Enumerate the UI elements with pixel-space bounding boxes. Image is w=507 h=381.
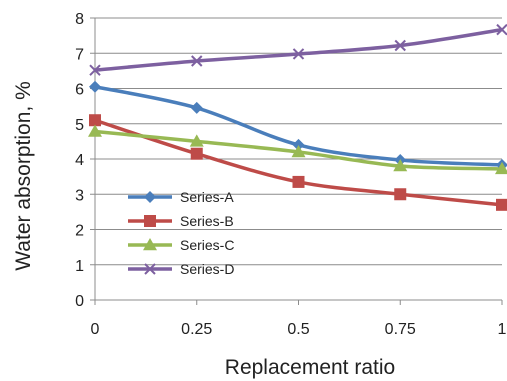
x-tick-label: 0.75 bbox=[385, 321, 416, 338]
y-tick-label: 3 bbox=[75, 187, 84, 204]
y-tick-label: 1 bbox=[75, 258, 84, 275]
legend-label: Series-A bbox=[180, 189, 234, 205]
x-marker-stroke bbox=[191, 55, 203, 67]
x-marker bbox=[496, 23, 507, 36]
x-marker bbox=[292, 48, 305, 60]
x-tick-label: 0 bbox=[91, 321, 100, 338]
legend-label: Series-B bbox=[180, 213, 234, 229]
legend-label: Series-C bbox=[180, 237, 234, 253]
x-marker bbox=[89, 64, 101, 76]
x-marker bbox=[394, 39, 406, 52]
legend-item: Series-B bbox=[128, 213, 234, 229]
diamond-marker bbox=[144, 191, 156, 203]
y-tick-label: 4 bbox=[75, 152, 84, 169]
legend: Series-A Series-B Series-C Series-D bbox=[128, 189, 234, 277]
x-tick-labels: 0 0.25 0.5 0.75 1 bbox=[91, 321, 507, 338]
y-tick-label: 7 bbox=[75, 46, 84, 63]
gridlines bbox=[95, 17, 502, 266]
triangle-marker bbox=[393, 159, 408, 172]
triangle-marker bbox=[291, 144, 306, 158]
y-tick-label: 2 bbox=[75, 223, 84, 240]
square-marker bbox=[394, 188, 407, 201]
x-marker-stroke bbox=[292, 48, 305, 60]
triangle-marker bbox=[495, 161, 507, 175]
series-markers bbox=[88, 23, 507, 211]
y-tick-labels: 0 1 2 3 4 5 6 7 8 bbox=[75, 11, 84, 310]
square-marker bbox=[292, 175, 305, 188]
triangle-marker bbox=[189, 134, 204, 147]
triangle-marker bbox=[88, 124, 102, 137]
x-tick-label: 1 bbox=[498, 321, 507, 338]
square-marker bbox=[190, 147, 203, 160]
legend-item: Series-D bbox=[128, 261, 234, 277]
y-tick-label: 5 bbox=[75, 117, 84, 134]
legend-label: Series-D bbox=[180, 261, 234, 277]
y-tick-label: 8 bbox=[75, 11, 84, 28]
triangle-marker bbox=[143, 238, 157, 251]
y-tick-label: 6 bbox=[75, 82, 84, 99]
diamond-marker bbox=[292, 138, 305, 151]
diamond-marker bbox=[89, 80, 101, 93]
series-line-4 bbox=[94, 27, 503, 72]
legend-item: Series-A bbox=[128, 189, 234, 205]
x-marker-stroke bbox=[496, 23, 507, 36]
x-tick-label: 0.5 bbox=[287, 321, 309, 338]
x-tick-label: 0.25 bbox=[181, 321, 212, 338]
y-tick-label: 0 bbox=[75, 293, 84, 310]
x-marker-stroke bbox=[89, 64, 101, 76]
x-axis-title: Replacement ratio bbox=[225, 356, 395, 379]
x-marker bbox=[191, 55, 203, 67]
x-marker-stroke bbox=[394, 39, 406, 52]
legend-item: Series-C bbox=[128, 237, 234, 253]
x-marker-stroke bbox=[144, 263, 156, 275]
square-marker bbox=[89, 114, 101, 127]
y-axis-title: Water absorption, % bbox=[12, 81, 35, 270]
diamond-marker bbox=[190, 101, 203, 114]
square-marker bbox=[144, 215, 156, 227]
x-marker bbox=[144, 263, 156, 275]
square-marker bbox=[496, 198, 507, 211]
